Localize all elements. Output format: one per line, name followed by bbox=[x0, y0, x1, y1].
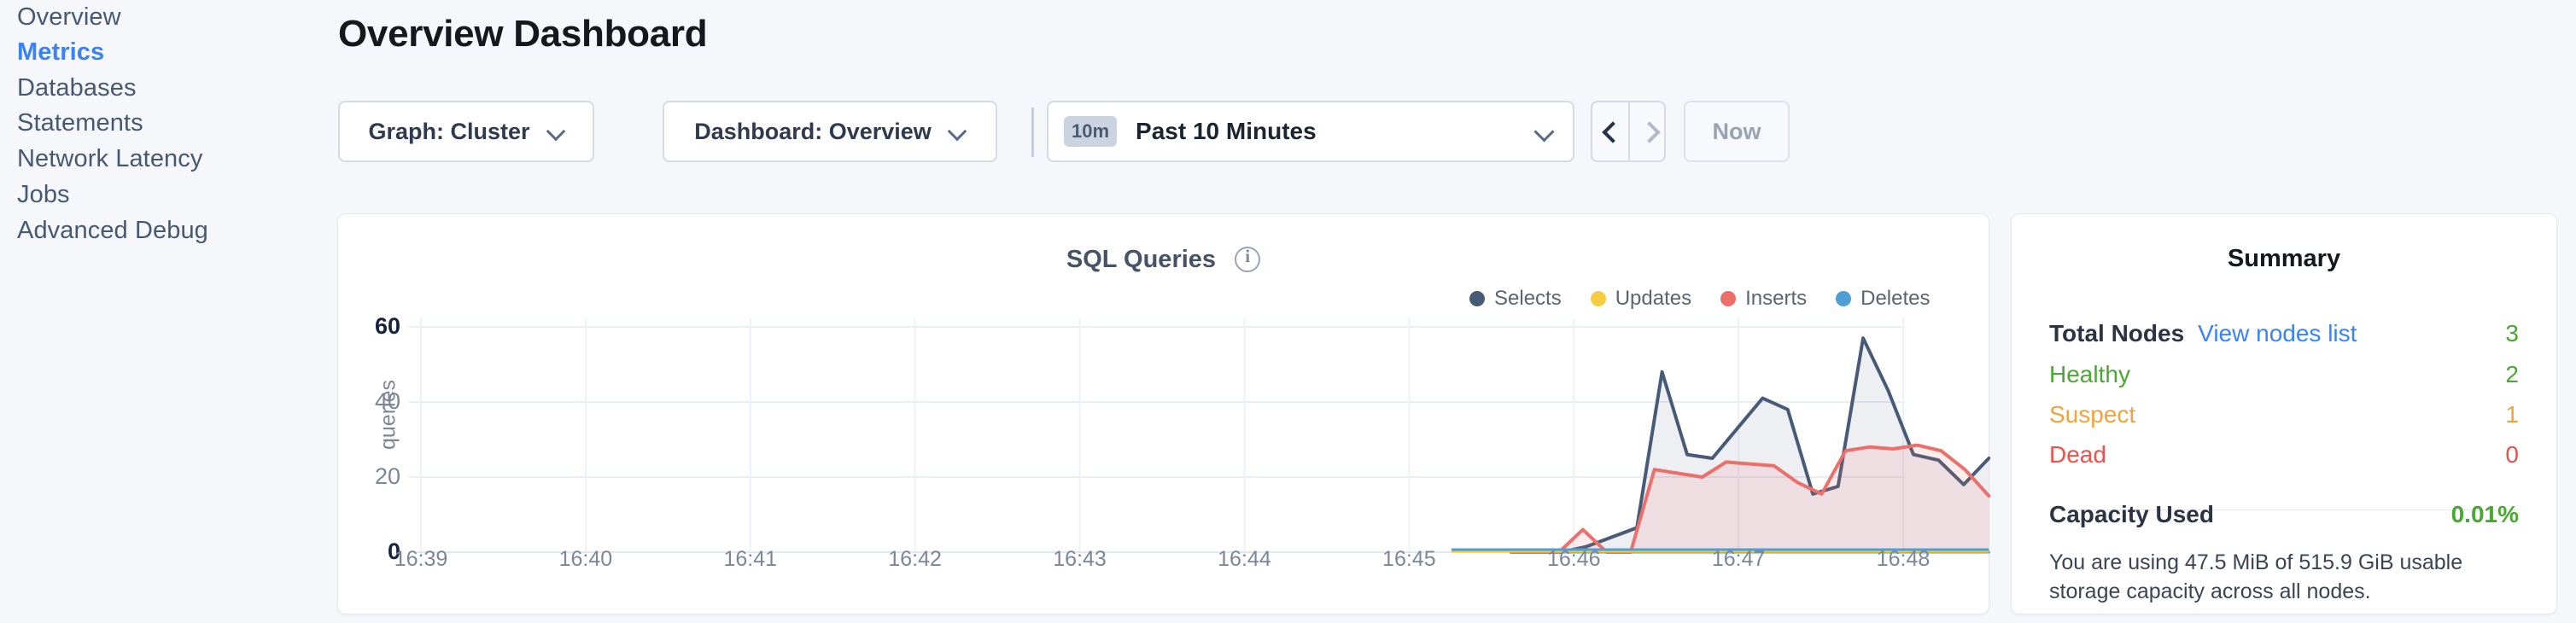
dashboard-select-label: Dashboard: Overview bbox=[694, 118, 932, 144]
legend-label-deletes: Deletes bbox=[1860, 287, 1931, 310]
time-next-button[interactable] bbox=[1628, 102, 1664, 160]
y-tick-20: 20 bbox=[374, 463, 400, 489]
healthy-label: Healthy bbox=[2049, 361, 2130, 387]
suspect-label: Suspect bbox=[2049, 401, 2136, 428]
x-tick-16-48: 16:48 bbox=[1876, 547, 1931, 571]
legend-item-selects[interactable]: Selects bbox=[1469, 287, 1562, 311]
view-nodes-list-link[interactable]: View nodes list bbox=[2198, 320, 2357, 346]
chevron-down-icon bbox=[1537, 125, 1554, 142]
summary-row-total-nodes: Total Nodes View nodes list 3 bbox=[2049, 322, 2519, 346]
chart-plot-area[interactable]: queries 0 20 40 60 16:39 16:40 16:41 16:42 16:4… bbox=[338, 214, 1990, 615]
y-tick-0: 0 bbox=[387, 539, 400, 564]
summary-row-suspect: Suspect 1 bbox=[2049, 403, 2519, 427]
now-button[interactable]: Now bbox=[1684, 101, 1790, 162]
total-nodes-label: Total Nodes bbox=[2049, 320, 2185, 346]
time-range-badge: 10m bbox=[1064, 116, 1118, 147]
toolbar-divider bbox=[1031, 108, 1034, 157]
dashboard-select[interactable]: Dashboard: Overview bbox=[663, 101, 997, 162]
dead-value: 0 bbox=[2505, 441, 2519, 468]
summary-card: Summary Total Nodes View nodes list 3 He… bbox=[2011, 213, 2557, 614]
x-tick-16-42: 16:42 bbox=[888, 547, 942, 571]
capacity-description: You are using 47.5 MiB of 515.9 GiB usab… bbox=[2049, 550, 2463, 603]
chevron-down-icon bbox=[949, 123, 966, 140]
info-icon[interactable] bbox=[1235, 246, 1261, 273]
sidebar-item-network-latency[interactable]: Network Latency bbox=[17, 145, 203, 172]
capacity-used-value: 0.01% bbox=[2450, 501, 2519, 527]
chart-legend: Selects Updates Inserts Deletes bbox=[1469, 287, 1931, 311]
x-tick-16-47: 16:47 bbox=[1711, 547, 1766, 571]
summary-row-capacity: Capacity Used 0.01% bbox=[2049, 503, 2519, 527]
y-tick-40: 40 bbox=[374, 388, 400, 414]
legend-dot-updates bbox=[1590, 291, 1606, 306]
page-title: Overview Dashboard bbox=[338, 13, 708, 55]
sidebar-item-metrics[interactable]: Metrics bbox=[17, 38, 105, 66]
capacity-used-label: Capacity Used bbox=[2049, 501, 2214, 527]
summary-row-dead: Dead 0 bbox=[2049, 443, 2519, 467]
suspect-value: 1 bbox=[2505, 401, 2519, 428]
sidebar: Overview Metrics Databases Statements Ne… bbox=[0, 0, 324, 623]
time-prev-button[interactable] bbox=[1592, 102, 1628, 160]
dead-label: Dead bbox=[2049, 441, 2106, 468]
legend-dot-selects bbox=[1469, 291, 1485, 306]
now-button-label: Now bbox=[1712, 118, 1761, 144]
chevron-down-icon bbox=[547, 123, 564, 140]
sidebar-item-jobs[interactable]: Jobs bbox=[17, 181, 70, 208]
legend-label-updates: Updates bbox=[1615, 287, 1692, 310]
time-range-select[interactable]: 10m Past 10 Minutes bbox=[1047, 101, 1574, 162]
chart-title: SQL Queries bbox=[338, 245, 1989, 274]
sidebar-item-overview[interactable]: Overview bbox=[17, 3, 121, 31]
legend-item-deletes[interactable]: Deletes bbox=[1836, 287, 1931, 311]
x-tick-16-43: 16:43 bbox=[1053, 547, 1107, 571]
chevron-left-icon bbox=[1603, 125, 1617, 138]
x-tick-16-46: 16:46 bbox=[1546, 547, 1601, 571]
summary-divider bbox=[2049, 509, 2519, 510]
graph-select[interactable]: Graph: Cluster bbox=[338, 101, 594, 162]
sidebar-item-advanced-debug[interactable]: Advanced Debug bbox=[17, 217, 208, 244]
time-nav-buttons bbox=[1591, 101, 1666, 162]
summary-title: Summary bbox=[2227, 245, 2341, 272]
legend-dot-deletes bbox=[1836, 291, 1852, 306]
chart-title-text: SQL Queries bbox=[1066, 245, 1217, 273]
legend-label-inserts: Inserts bbox=[1745, 287, 1808, 310]
x-tick-16-45: 16:45 bbox=[1382, 547, 1436, 571]
x-tick-16-41: 16:41 bbox=[723, 547, 778, 571]
chart-svg bbox=[409, 318, 1990, 554]
sidebar-item-statements[interactable]: Statements bbox=[17, 109, 143, 137]
time-range-label: Past 10 Minutes bbox=[1136, 118, 1317, 144]
x-tick-16-44: 16:44 bbox=[1218, 547, 1271, 571]
sql-queries-chart-card: SQL Queries Selects Updates Inserts Dele… bbox=[337, 213, 1990, 615]
chevron-right-icon bbox=[1640, 125, 1654, 138]
healthy-value: 2 bbox=[2505, 361, 2519, 387]
sidebar-item-databases[interactable]: Databases bbox=[17, 74, 137, 102]
x-tick-16-40: 16:40 bbox=[558, 547, 613, 571]
legend-dot-inserts bbox=[1720, 291, 1737, 306]
summary-row-healthy: Healthy 2 bbox=[2049, 363, 2519, 387]
total-nodes-value: 3 bbox=[2505, 320, 2519, 346]
legend-label-selects: Selects bbox=[1494, 287, 1562, 310]
x-tick-16-39: 16:39 bbox=[394, 547, 448, 571]
graph-select-label: Graph: Cluster bbox=[368, 118, 530, 144]
legend-item-inserts[interactable]: Inserts bbox=[1720, 287, 1807, 311]
legend-item-updates[interactable]: Updates bbox=[1590, 287, 1692, 311]
y-tick-60: 60 bbox=[374, 313, 400, 339]
